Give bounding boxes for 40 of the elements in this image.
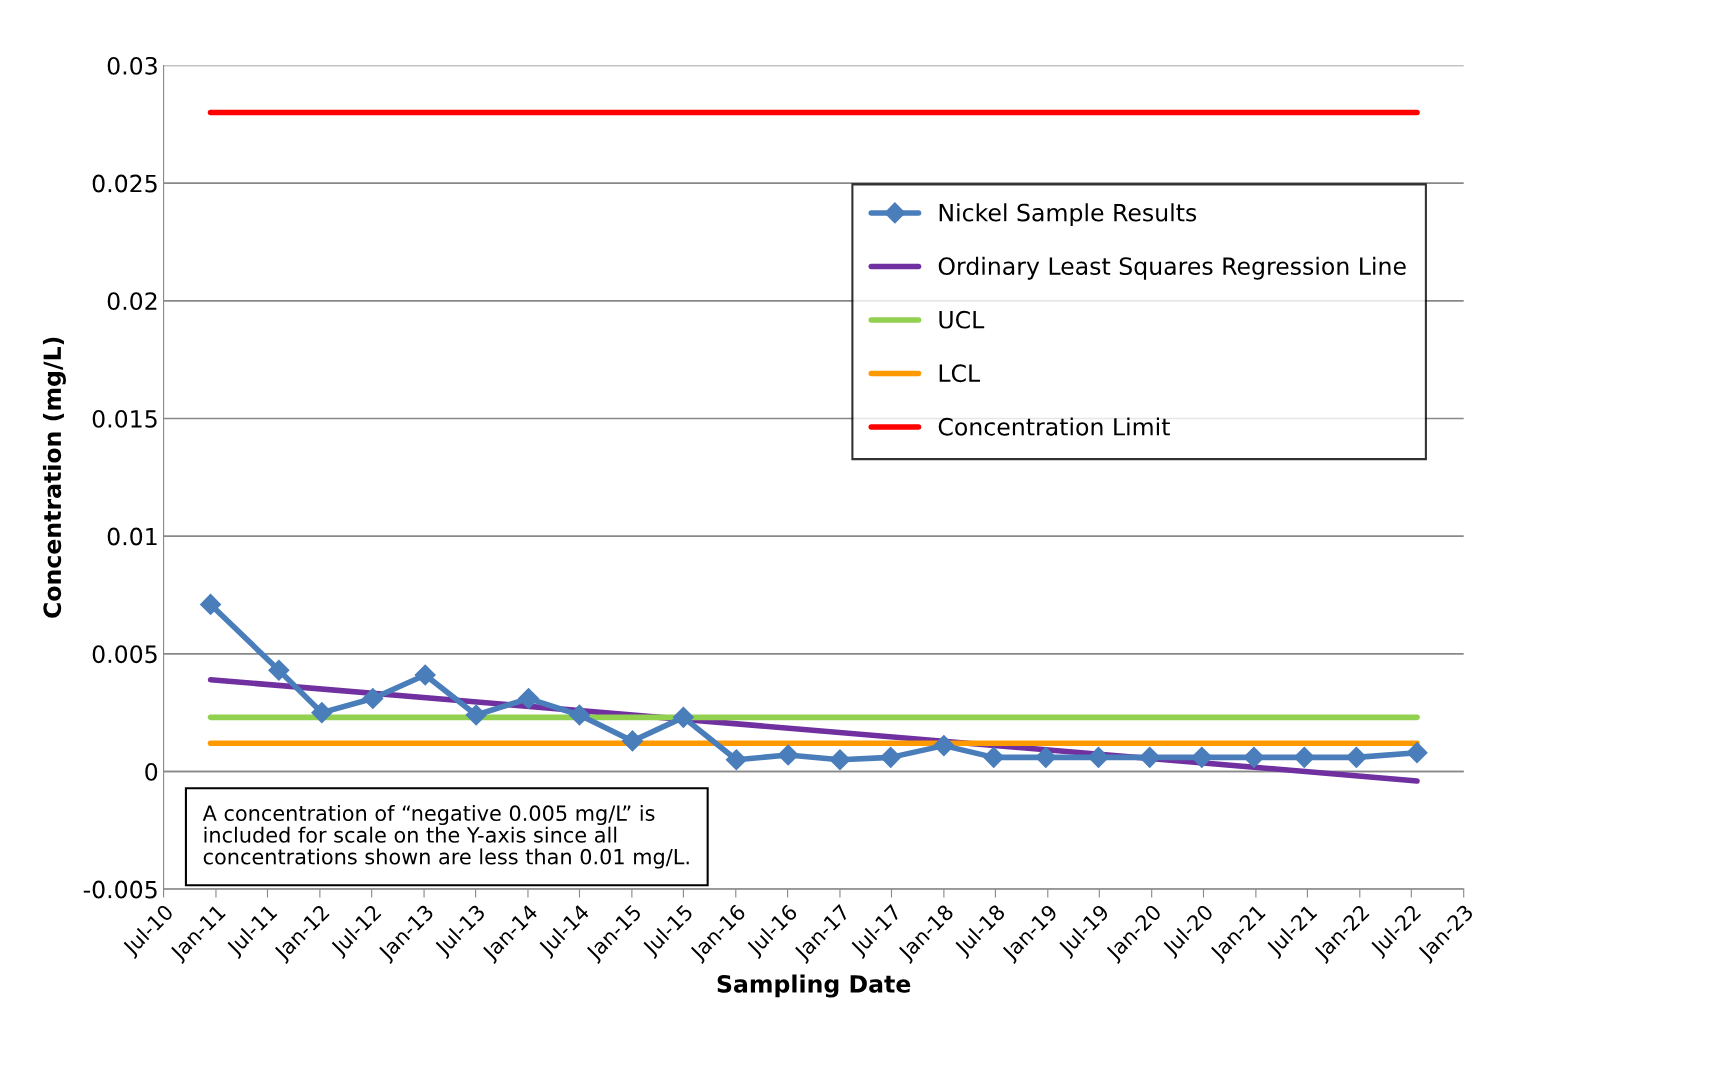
y-axis-title: Concentration (mg/L)	[42, 337, 66, 618]
annotation: A concentration of “negative 0.005 mg/L” is included for scale on the Y-axis since all concentrations shown are less than 0.01 mg/L.	[202, 804, 689, 869]
point	[414, 664, 436, 686]
point	[725, 749, 747, 771]
point	[1406, 742, 1428, 764]
legend-label: Ordinary Least Squares Regression Line	[938, 256, 1406, 280]
point	[621, 730, 643, 752]
point	[1345, 746, 1367, 768]
point	[1243, 746, 1265, 768]
y-tick-label: -0.005	[83, 880, 157, 899]
point	[1139, 746, 1161, 768]
point	[518, 688, 540, 710]
y-tick-label: 0.025	[92, 174, 157, 193]
point	[983, 746, 1005, 768]
y-tick-label: 0.01	[107, 527, 157, 546]
point	[1087, 746, 1109, 768]
legend-label: Nickel Sample Results	[939, 203, 1197, 227]
point	[880, 746, 902, 768]
point	[933, 735, 955, 757]
x-axis-title: Sampling Date	[717, 974, 911, 998]
point	[777, 744, 799, 766]
point	[362, 688, 384, 710]
y-tick-label: 0	[145, 762, 158, 781]
point	[268, 659, 290, 681]
point	[672, 706, 694, 728]
point	[311, 702, 333, 724]
legend-label: UCL	[939, 310, 985, 329]
y-tick-label: 0.02	[107, 292, 157, 311]
point	[465, 704, 487, 726]
legend-label: LCL	[939, 364, 981, 383]
legend-label: Concentration Limit	[938, 417, 1170, 436]
point	[200, 593, 222, 615]
point	[1035, 746, 1057, 768]
point	[1293, 746, 1315, 768]
y-tick-label: 0.005	[92, 645, 157, 664]
point	[568, 704, 591, 726]
y-tick-label: 0.03	[107, 56, 157, 75]
y-tick-label: 0.015	[92, 409, 157, 428]
point	[829, 749, 851, 771]
point	[1191, 746, 1213, 768]
